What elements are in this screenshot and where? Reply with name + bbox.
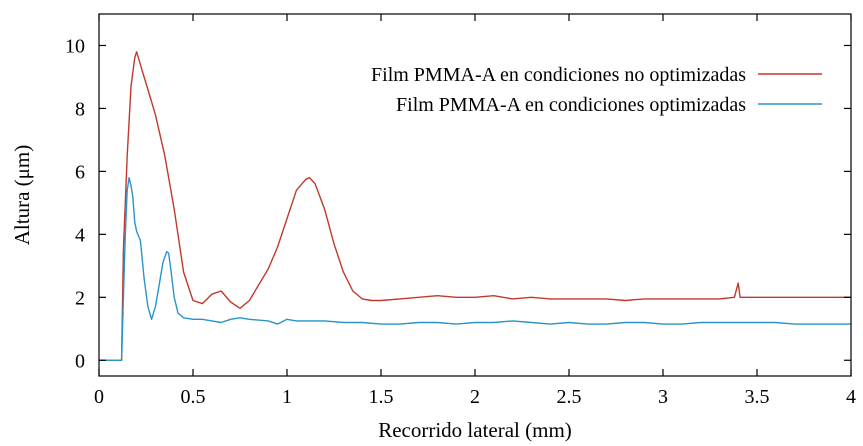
y-tick-label: 8 — [75, 98, 85, 120]
y-axis-ticks: 0 2 4 6 8 10 — [65, 35, 851, 372]
x-tick-label: 2 — [470, 386, 480, 408]
y-tick-label: 4 — [75, 224, 85, 246]
x-tick-label: 0.5 — [181, 386, 206, 408]
y-tick-label: 0 — [75, 350, 85, 372]
y-tick-label: 2 — [75, 287, 85, 309]
plot-series-group — [99, 51, 851, 361]
x-tick-label: 0 — [94, 386, 104, 408]
y-tick-label: 6 — [75, 161, 85, 183]
legend-label: Film PMMA-A en condiciones optimizadas — [396, 94, 746, 116]
x-tick-label: 1.5 — [369, 386, 394, 408]
x-tick-label: 3 — [658, 386, 668, 408]
series-line-2 — [99, 176, 851, 361]
x-axis-ticks: 0 0.5 1 1.5 2 2.5 3 3.5 4 — [94, 14, 856, 408]
legend: Film PMMA-A en condiciones no optimizada… — [371, 64, 822, 116]
y-tick-label: 10 — [65, 35, 85, 57]
x-tick-label: 3.5 — [745, 386, 770, 408]
y-axis-title: Altura (μm) — [10, 145, 34, 245]
x-axis-title: Recorrido lateral (mm) — [378, 418, 572, 442]
x-tick-label: 1 — [282, 386, 292, 408]
x-tick-label: 4 — [846, 386, 856, 408]
legend-label: Film PMMA-A en condiciones no optimizada… — [371, 64, 746, 86]
x-tick-label: 2.5 — [557, 386, 582, 408]
series-line-1 — [99, 51, 851, 361]
